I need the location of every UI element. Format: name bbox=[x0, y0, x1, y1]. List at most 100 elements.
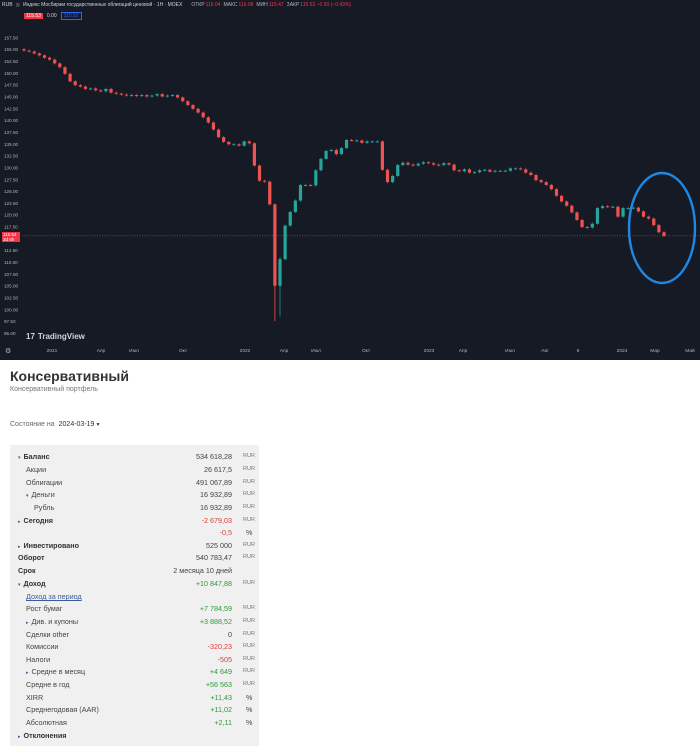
row-label: Налоги bbox=[26, 655, 50, 664]
x-tick-label: Авг bbox=[541, 348, 549, 354]
caret-right-icon[interactable]: ▸ bbox=[26, 620, 29, 626]
state-date-selector[interactable]: Состояние на 2024-03-19 ▼ bbox=[10, 421, 100, 428]
caret-down-icon[interactable]: ▾ bbox=[26, 493, 29, 499]
symbol-title[interactable]: Индекс Мосбиржи государственных облигаци… bbox=[22, 2, 183, 8]
row-unit: RUR bbox=[243, 554, 255, 560]
y-tick-label: 145.00 bbox=[4, 94, 18, 99]
row-label-text: Облигации bbox=[26, 478, 63, 487]
candle bbox=[355, 140, 359, 142]
candlestick-chart[interactable]: 157.50 155.00 152.50 150.00 147.50 145.00 142.… bbox=[0, 0, 700, 360]
candle bbox=[293, 200, 297, 212]
row-unit: RUR bbox=[243, 668, 255, 674]
close-label: ЗАКР bbox=[286, 2, 300, 8]
portfolio-row[interactable]: ▾ Деньги 16 932,89 RUR bbox=[10, 488, 259, 501]
candle bbox=[641, 211, 646, 217]
y-tick-label: 110.00 bbox=[4, 260, 18, 265]
portfolio-row: -0,5% bbox=[10, 526, 259, 539]
open-value: 116.04 bbox=[205, 2, 221, 8]
candle bbox=[391, 175, 395, 183]
x-tick-label: Апр bbox=[97, 348, 106, 354]
x-tick-label: Июл bbox=[311, 348, 321, 354]
candle bbox=[324, 150, 328, 159]
candle bbox=[616, 206, 620, 217]
candle bbox=[53, 59, 57, 64]
last-price-countdown: 3d 8h bbox=[3, 236, 15, 242]
buy-button[interactable]: 115.52 bbox=[60, 12, 82, 20]
portfolio-row[interactable]: ▸ Сегодня -2 679,03 RUR bbox=[10, 514, 259, 527]
candle bbox=[488, 169, 492, 172]
candle bbox=[462, 169, 466, 172]
tradingview-logo[interactable]: 17 TradingView bbox=[26, 332, 85, 341]
chevron-down-icon[interactable]: ▼ bbox=[95, 421, 101, 428]
candle bbox=[478, 170, 482, 173]
candle bbox=[580, 219, 584, 228]
candle bbox=[181, 97, 185, 102]
candle bbox=[457, 170, 461, 172]
portfolio-row: Сделки other 0 RUR bbox=[10, 628, 259, 641]
caret-right-icon[interactable]: ▸ bbox=[18, 734, 21, 740]
portfolio-row[interactable]: ▾ Баланс 534 618,28 RUR bbox=[10, 450, 259, 463]
candle bbox=[222, 137, 226, 142]
symbol-icon: ◎ bbox=[15, 2, 20, 8]
caret-down-icon[interactable]: ▾ bbox=[18, 582, 21, 588]
candle bbox=[570, 205, 574, 213]
candle bbox=[252, 143, 256, 166]
price-chart-panel[interactable]: 157.50 155.00 152.50 150.00 147.50 145.00 142.… bbox=[0, 0, 700, 360]
last-price-label: 115.53 3d 8h bbox=[2, 231, 20, 242]
row-label-text: Абсолютная bbox=[26, 718, 67, 727]
portfolio-table: ▾ Баланс 534 618,28 RUR Акции 26 617,5 RUR Обли… bbox=[10, 445, 259, 746]
chart-header: RUB ◎ Индекс Мосбиржи государственных об… bbox=[0, 0, 700, 10]
portfolio-row[interactable]: ▾ Доход +10 847,88 RUR bbox=[10, 577, 259, 590]
candle bbox=[63, 67, 67, 74]
candle bbox=[426, 162, 431, 164]
row-label-text: Див. и купоны bbox=[31, 617, 79, 626]
portfolio-row[interactable]: ▸ Див. и купоны +3 888,52 RUR bbox=[10, 615, 259, 628]
portfolio-row[interactable]: ▸ Средне в месяц +4 649 RUR bbox=[10, 665, 259, 678]
row-label: ▾ Деньги bbox=[26, 490, 55, 499]
candle bbox=[27, 50, 31, 52]
candle bbox=[104, 88, 108, 92]
candle bbox=[657, 225, 661, 233]
y-tick-label: 112.50 bbox=[4, 248, 18, 253]
caret-right-icon[interactable]: ▸ bbox=[26, 670, 29, 676]
candle bbox=[513, 168, 518, 170]
row-unit: RUR bbox=[243, 491, 255, 497]
high-label: МАКС bbox=[223, 2, 238, 8]
caret-right-icon[interactable]: ▸ bbox=[18, 544, 21, 550]
caret-down-icon[interactable]: ▾ bbox=[18, 455, 21, 461]
row-label: ▾ Баланс bbox=[18, 452, 50, 461]
caret-right-icon[interactable]: ▸ bbox=[18, 519, 21, 525]
candle bbox=[83, 86, 88, 89]
portfolio-row[interactable]: ▸ Отклонения bbox=[10, 729, 259, 742]
portfolio-row: Комиссии -320,23 RUR bbox=[10, 640, 259, 653]
candle bbox=[140, 95, 144, 97]
row-label[interactable]: Доход за период bbox=[26, 592, 82, 601]
portfolio-subtitle: Консервативный портфель bbox=[10, 386, 98, 393]
x-tick-label: Май bbox=[685, 347, 695, 354]
candle bbox=[170, 95, 175, 97]
row-label: Облигации bbox=[26, 478, 62, 487]
portfolio-row[interactable]: ▸ Инвестировано 525 000 RUR bbox=[10, 539, 259, 552]
sell-button[interactable]: 115.53 bbox=[24, 13, 43, 19]
row-label-text: Срок bbox=[18, 566, 36, 575]
row-label: XIRR bbox=[26, 693, 43, 702]
candle bbox=[237, 144, 241, 146]
y-tick-label: 142.50 bbox=[4, 106, 18, 111]
x-tick-label: 2023 bbox=[424, 348, 435, 354]
state-date[interactable]: 2024-03-19 bbox=[58, 421, 95, 428]
candle bbox=[483, 169, 487, 171]
candle bbox=[78, 85, 82, 87]
row-unit: RUR bbox=[243, 517, 255, 523]
row-label: ▸ Сегодня bbox=[18, 516, 53, 525]
y-tick-label: 125.00 bbox=[4, 189, 18, 194]
row-label: Оборот bbox=[18, 553, 45, 562]
tradingview-logo-icon: 17 bbox=[26, 332, 35, 341]
y-tick-label: 132.50 bbox=[4, 154, 18, 159]
candle bbox=[611, 206, 615, 208]
candle bbox=[176, 95, 180, 98]
last-price-value: 115.53 bbox=[3, 231, 17, 237]
portfolio-row: Срок 2 месяца 10 дней bbox=[10, 564, 259, 577]
row-value: 491 067,89 bbox=[196, 478, 232, 487]
settings-gear-icon[interactable]: ⚙ bbox=[5, 348, 12, 355]
candle bbox=[421, 162, 425, 164]
